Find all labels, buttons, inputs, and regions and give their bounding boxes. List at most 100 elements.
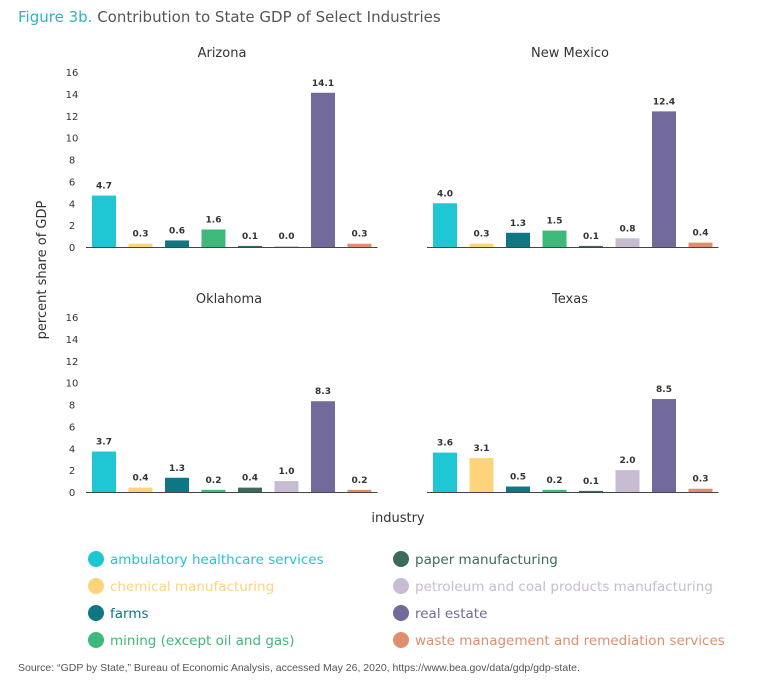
data-label: 0.4 <box>693 229 709 239</box>
data-label: 0.1 <box>583 477 599 487</box>
data-label: 0.1 <box>242 232 258 242</box>
data-label: 0.2 <box>352 476 368 486</box>
data-label: 0.5 <box>510 473 526 483</box>
data-label: 0.8 <box>620 224 636 234</box>
bar <box>433 203 457 247</box>
y-tick-label: 4 <box>69 444 75 455</box>
legend: ambulatory healthcare services chemical m… <box>88 551 725 649</box>
panel-title: Arizona <box>198 46 247 61</box>
data-label: 0.0 <box>279 232 295 242</box>
bar <box>347 243 372 247</box>
bar <box>579 490 603 492</box>
legend-label: ambulatory healthcare services <box>110 552 324 568</box>
bar <box>433 452 457 492</box>
y-tick-label: 0 <box>69 243 75 254</box>
legend-label: chemical manufacturing <box>110 579 274 595</box>
legend-swatch <box>88 551 104 567</box>
bar <box>165 477 189 492</box>
data-label: 0.3 <box>693 475 709 485</box>
bar <box>165 240 189 247</box>
legend-item: ambulatory healthcare services <box>88 551 324 568</box>
panel-title: New Mexico <box>531 46 609 61</box>
data-label: 0.2 <box>547 476 563 486</box>
legend-swatch <box>88 632 104 648</box>
bar <box>469 243 494 247</box>
data-label: 4.7 <box>96 182 112 192</box>
y-tick-label: 10 <box>66 379 79 390</box>
data-label: 0.3 <box>352 230 368 240</box>
data-label: 1.6 <box>206 216 222 226</box>
bar <box>311 401 335 492</box>
panel-title: Oklahoma <box>196 292 262 307</box>
bar <box>506 486 530 492</box>
bar <box>652 111 676 247</box>
data-label: 3.1 <box>474 444 490 454</box>
data-label: 0.4 <box>242 474 258 484</box>
bar <box>506 232 530 247</box>
bar <box>615 470 640 492</box>
data-label: 1.3 <box>169 464 185 474</box>
legend-item: petroleum and coal products manufacturin… <box>393 578 713 595</box>
y-tick-label: 0 <box>69 488 75 499</box>
y-tick-label: 14 <box>66 335 79 346</box>
source-note: Source: “GDP by State,” Bureau of Econom… <box>18 662 580 674</box>
bar <box>238 487 262 492</box>
bar <box>274 481 299 492</box>
y-tick-label: 8 <box>69 401 75 412</box>
bar <box>274 246 299 247</box>
y-tick-label: 16 <box>66 68 79 79</box>
data-label: 0.4 <box>133 474 149 484</box>
legend-label: waste management and remediation service… <box>415 633 725 649</box>
data-label: 8.3 <box>315 387 331 397</box>
bar <box>652 399 676 492</box>
y-tick-label: 16 <box>66 313 79 324</box>
panel-oklahoma: Oklahoma 0 2 4 6 8 10 12 14 16 3.7 0.4 1.3 0.2 0.4 1.0 8… <box>66 292 378 499</box>
bar <box>92 451 116 492</box>
legend-label: real estate <box>415 606 487 622</box>
y-tick-label: 12 <box>66 112 79 123</box>
data-label: 4.0 <box>437 189 453 199</box>
legend-item: real estate <box>393 605 487 622</box>
panel-title: Texas <box>551 292 588 307</box>
figure-title: Figure 3b. Contribution to State GDP of … <box>18 8 441 26</box>
bar <box>347 489 372 492</box>
data-label: 1.5 <box>547 217 563 227</box>
legend-item: waste management and remediation service… <box>393 632 725 649</box>
y-tick-label: 2 <box>69 221 75 232</box>
y-tick-label: 10 <box>66 134 79 145</box>
data-label: 0.3 <box>133 230 149 240</box>
legend-swatch <box>393 632 409 648</box>
figure-label: Figure 3b. <box>18 8 93 26</box>
panel-arizona: Arizona 0 2 4 6 8 10 12 14 16 4.7 0.3 0.6 1.6 0.1 0.0 14… <box>66 46 378 254</box>
legend-swatch <box>393 578 409 594</box>
data-label: 8.5 <box>656 385 672 395</box>
bar <box>92 195 116 247</box>
bar <box>688 242 713 247</box>
bar <box>201 229 226 247</box>
bar <box>542 489 567 492</box>
data-label: 1.0 <box>279 467 295 477</box>
data-label: 0.2 <box>206 476 222 486</box>
bar <box>542 230 567 247</box>
legend-label: mining (except oil and gas) <box>110 633 294 649</box>
figure-title-text: Contribution to State GDP of Select Indu… <box>97 8 441 26</box>
legend-label: farms <box>110 606 149 622</box>
y-tick-label: 12 <box>66 357 79 368</box>
bar <box>615 238 640 247</box>
legend-item: mining (except oil and gas) <box>88 632 294 649</box>
bar <box>128 487 153 492</box>
y-tick-label: 6 <box>69 422 75 433</box>
legend-item: farms <box>88 605 149 622</box>
data-label: 0.3 <box>474 230 490 240</box>
y-tick-label: 8 <box>69 156 75 167</box>
bar <box>201 489 226 492</box>
y-tick-label: 14 <box>66 90 79 101</box>
data-label: 0.1 <box>583 232 599 242</box>
data-label: 12.4 <box>653 97 675 107</box>
data-label: 2.0 <box>620 456 636 466</box>
x-axis-label: industry <box>371 511 425 526</box>
bar <box>128 243 153 247</box>
legend-item: chemical manufacturing <box>88 578 274 595</box>
